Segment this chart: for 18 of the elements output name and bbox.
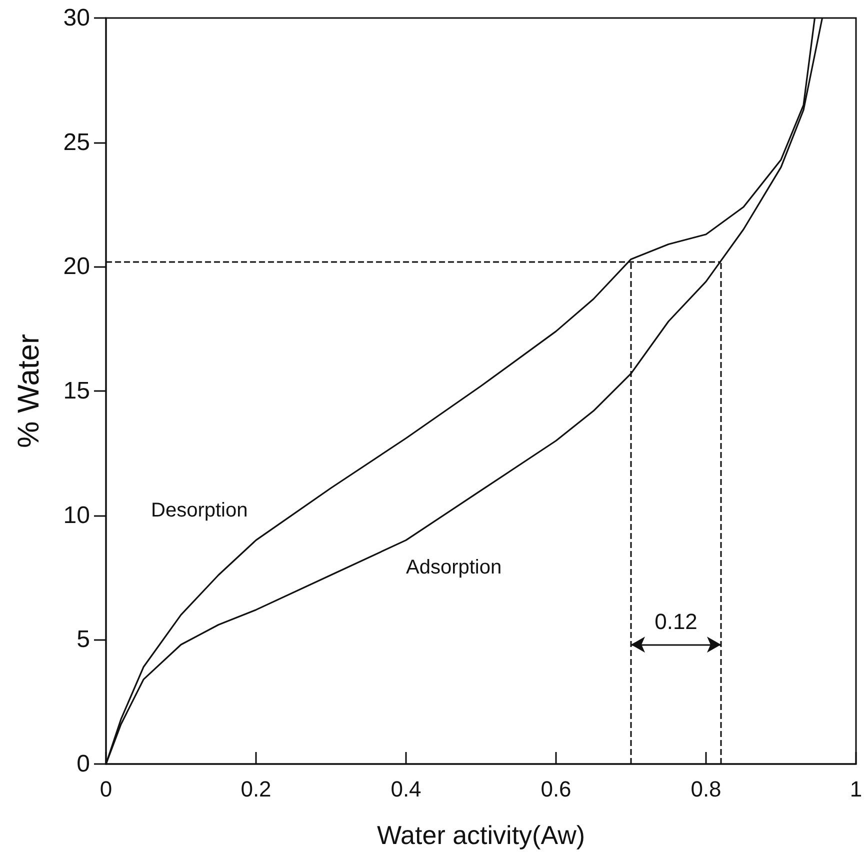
x-tick-label: 1 bbox=[850, 776, 862, 802]
x-tick-label: 0 bbox=[100, 776, 112, 802]
series-label: Adsorption bbox=[406, 556, 502, 579]
x-axis-title: Water activity(Aw) bbox=[376, 820, 586, 850]
y-tick-label: 30 bbox=[63, 4, 90, 32]
annotation: 0.12 bbox=[654, 609, 698, 634]
y-axis-title: % Water bbox=[12, 334, 46, 448]
y-tick-label: 25 bbox=[63, 128, 90, 156]
y-tick-label: 5 bbox=[76, 626, 90, 654]
x-tick-label: 0.2 bbox=[240, 776, 272, 802]
x-tick-label: 0.6 bbox=[540, 776, 572, 802]
series-label: Desorption bbox=[151, 499, 248, 522]
y-tick-label: 20 bbox=[63, 253, 90, 280]
x-tick-label: 0.8 bbox=[690, 776, 722, 802]
y-tick-label: 15 bbox=[63, 378, 90, 404]
y-tick-label: 10 bbox=[63, 502, 90, 529]
y-tick-label: 0 bbox=[76, 750, 90, 778]
x-tick-label: 0.4 bbox=[390, 776, 422, 802]
